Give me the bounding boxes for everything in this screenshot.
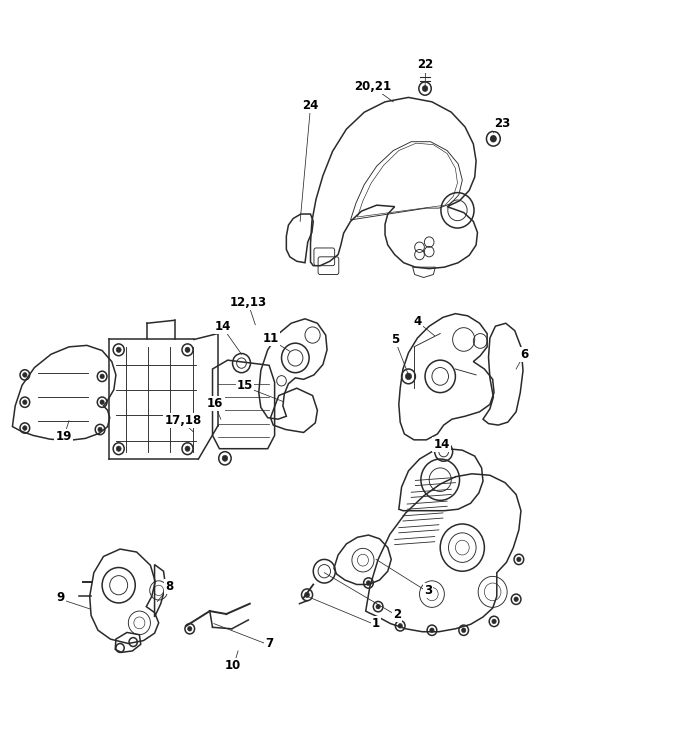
- Text: 7: 7: [265, 637, 273, 650]
- Circle shape: [98, 427, 102, 432]
- Text: 14: 14: [215, 320, 231, 333]
- Circle shape: [430, 628, 434, 632]
- Text: 5: 5: [391, 333, 400, 346]
- Circle shape: [405, 373, 411, 380]
- Text: 11: 11: [262, 331, 279, 345]
- Circle shape: [100, 400, 104, 404]
- Text: 1: 1: [372, 617, 380, 630]
- Text: 9: 9: [57, 591, 65, 604]
- Text: 16: 16: [207, 397, 224, 410]
- Circle shape: [514, 597, 518, 601]
- Text: 2: 2: [393, 607, 401, 621]
- Circle shape: [23, 400, 27, 404]
- Circle shape: [116, 446, 121, 452]
- Circle shape: [422, 86, 428, 92]
- Text: 23: 23: [494, 117, 511, 130]
- Text: 19: 19: [55, 430, 72, 444]
- Text: 20,21: 20,21: [354, 80, 391, 93]
- Circle shape: [188, 627, 192, 631]
- Circle shape: [398, 624, 402, 628]
- Text: 10: 10: [225, 659, 241, 672]
- Text: 3: 3: [424, 584, 432, 597]
- Text: 4: 4: [413, 314, 422, 328]
- Circle shape: [185, 446, 190, 452]
- Text: 14: 14: [433, 438, 450, 451]
- Text: 12,13: 12,13: [230, 296, 267, 309]
- Circle shape: [23, 426, 27, 430]
- Circle shape: [100, 374, 104, 379]
- Text: 8: 8: [165, 580, 173, 593]
- Circle shape: [517, 557, 521, 562]
- Circle shape: [116, 347, 121, 353]
- Circle shape: [222, 455, 228, 461]
- Text: 6: 6: [520, 348, 529, 361]
- Circle shape: [366, 581, 371, 585]
- Circle shape: [492, 619, 496, 624]
- Circle shape: [376, 604, 380, 609]
- Text: 22: 22: [417, 58, 434, 72]
- Circle shape: [185, 347, 190, 353]
- Circle shape: [490, 135, 497, 142]
- Text: 17,18: 17,18: [164, 414, 201, 427]
- Text: 24: 24: [302, 99, 319, 112]
- Text: 15: 15: [237, 379, 253, 392]
- Circle shape: [304, 592, 310, 598]
- Circle shape: [23, 373, 27, 377]
- Circle shape: [462, 628, 466, 632]
